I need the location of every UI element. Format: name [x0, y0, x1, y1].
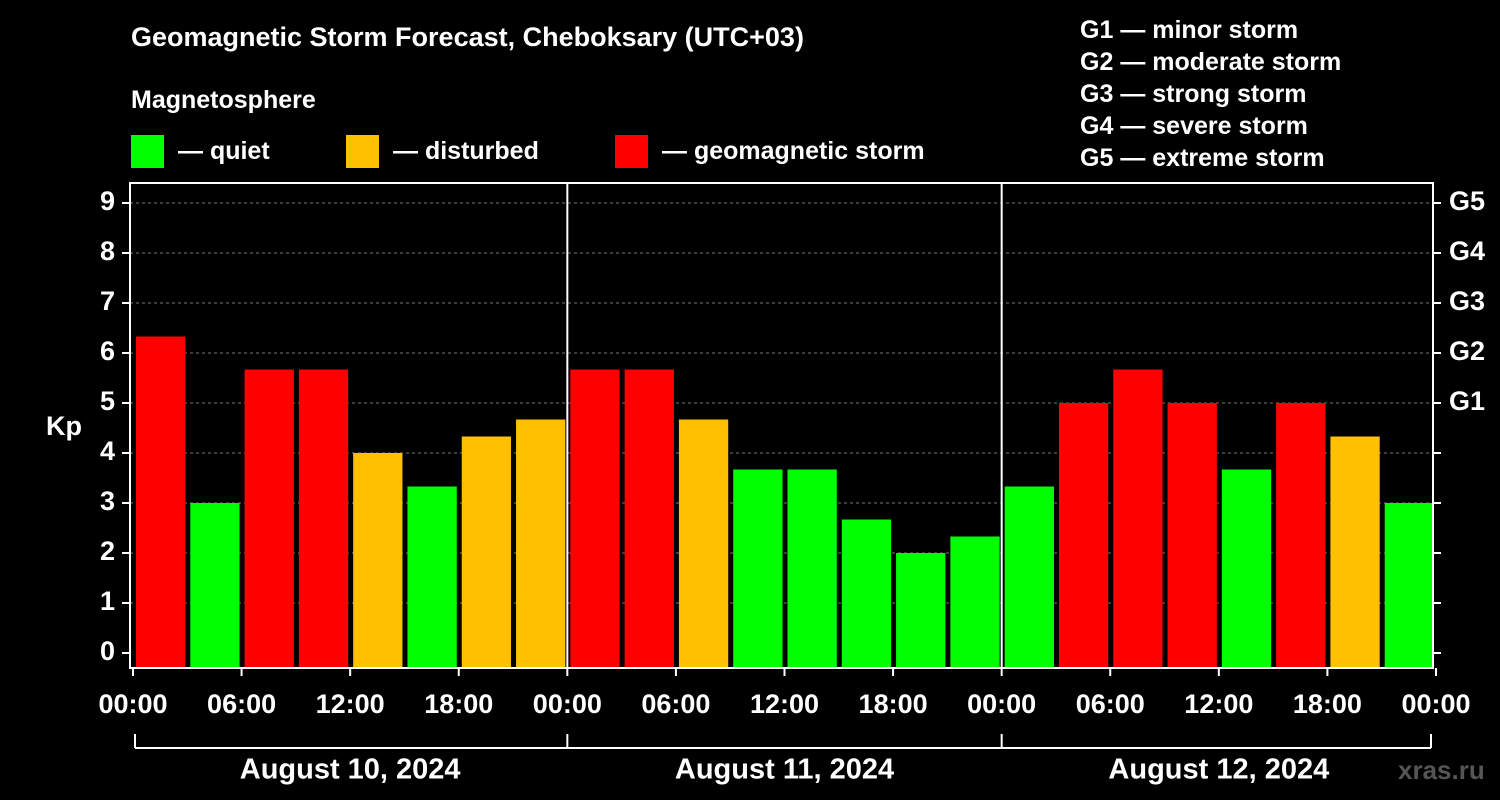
- kp-bar: [624, 369, 674, 668]
- legend-item-quiet: — quiet: [131, 134, 270, 168]
- legend-swatch-storm: [615, 134, 648, 168]
- watermark: xras.ru: [1398, 755, 1485, 785]
- g-axis-label: G5: [1449, 186, 1485, 216]
- kp-bar: [841, 519, 892, 668]
- x-tick-label: 06:00: [1076, 689, 1145, 719]
- y-tick-label: 7: [100, 286, 115, 316]
- kp-bar: [244, 369, 294, 668]
- g-scale-level: G5: [1080, 144, 1114, 172]
- x-tick-label: 06:00: [207, 689, 276, 719]
- g-scale-desc: — moderate storm: [1120, 48, 1342, 76]
- g-scale-row-g2: G2 — moderate storm: [1080, 46, 1341, 78]
- g-scale-desc: — extreme storm: [1120, 144, 1325, 172]
- kp-bar: [1058, 403, 1109, 668]
- g-axis-label: G4: [1449, 236, 1485, 266]
- g-scale-desc: — strong storm: [1120, 80, 1307, 108]
- kp-bar: [407, 486, 457, 668]
- legend-item-disturbed: — disturbed: [346, 134, 539, 168]
- chart-title: Geomagnetic Storm Forecast, Cheboksary (…: [131, 22, 804, 52]
- g-scale-row-g4: G4 — severe storm: [1080, 110, 1341, 142]
- kp-bar: [1384, 503, 1434, 668]
- y-tick-label: 1: [100, 586, 115, 616]
- legend-swatch-disturbed: [346, 134, 379, 168]
- x-tick-label: 00:00: [967, 689, 1036, 719]
- day-label: August 10, 2024: [240, 754, 461, 786]
- plot-frame: [129, 182, 1434, 669]
- day-label: August 11, 2024: [675, 754, 894, 786]
- g-scale-desc: — minor storm: [1120, 16, 1299, 44]
- y-axis-label: Kp: [46, 411, 82, 441]
- x-tick-label: 18:00: [859, 689, 928, 719]
- x-tick-label: 00:00: [533, 689, 602, 719]
- kp-bar: [516, 419, 566, 668]
- legend-label-storm: — geomagnetic storm: [662, 136, 925, 165]
- kp-bar: [1167, 403, 1217, 668]
- kp-bar: [1004, 486, 1054, 668]
- legend-swatch-quiet: [131, 134, 164, 168]
- kp-bar: [190, 503, 240, 668]
- kp-bar: [570, 369, 620, 668]
- kp-bar: [1221, 469, 1272, 668]
- g-scale-row-g3: G3 — strong storm: [1080, 78, 1341, 110]
- g-scale-row-g1: G1 — minor storm: [1080, 14, 1341, 46]
- x-tick-label: 12:00: [1184, 689, 1253, 719]
- kp-bar: [461, 436, 512, 668]
- x-tick-label: 12:00: [316, 689, 385, 719]
- g-axis-label: G3: [1449, 286, 1485, 316]
- legend-label-quiet: — quiet: [178, 136, 270, 165]
- x-tick-label: 12:00: [750, 689, 819, 719]
- kp-bar: [678, 419, 729, 668]
- g-axis-label: G2: [1449, 336, 1485, 366]
- y-tick-label: 4: [100, 436, 115, 466]
- kp-bar: [733, 469, 783, 668]
- g-scale-row-g5: G5 — extreme storm: [1080, 142, 1341, 174]
- y-tick-label: 9: [100, 186, 115, 216]
- kp-bar: [1276, 403, 1326, 668]
- x-tick-label: 06:00: [641, 689, 710, 719]
- day-label: August 12, 2024: [1108, 754, 1329, 786]
- g-scale-desc: — severe storm: [1120, 112, 1308, 140]
- kp-bar: [298, 369, 349, 668]
- legend-label-disturbed: — disturbed: [393, 136, 539, 165]
- legend-subtitle: Magnetosphere: [131, 86, 316, 114]
- y-tick-label: 6: [100, 336, 115, 366]
- g-scale-legend: G1 — minor storm G2 — moderate storm G3 …: [1080, 14, 1341, 174]
- g-scale-level: G1: [1080, 16, 1114, 44]
- kp-bar: [950, 536, 1000, 668]
- kp-bar: [1330, 436, 1380, 668]
- legend-item-storm: — geomagnetic storm: [615, 134, 925, 168]
- kp-bar: [787, 469, 837, 668]
- kp-bar: [136, 336, 186, 668]
- g-scale-level: G2: [1080, 48, 1114, 76]
- y-tick-label: 0: [100, 636, 115, 666]
- y-tick-label: 5: [100, 386, 115, 416]
- y-tick-label: 2: [100, 536, 115, 566]
- kp-bar: [1113, 369, 1163, 668]
- y-tick-label: 8: [100, 236, 115, 266]
- kp-bar: [353, 453, 403, 668]
- x-tick-label: 00:00: [1401, 689, 1470, 719]
- x-tick-label: 18:00: [424, 689, 493, 719]
- y-tick-label: 3: [100, 486, 115, 516]
- x-tick-label: 18:00: [1293, 689, 1362, 719]
- x-tick-label: 00:00: [98, 689, 167, 719]
- kp-bar: [896, 553, 946, 668]
- g-scale-level: G4: [1080, 112, 1114, 140]
- g-axis-label: G1: [1449, 386, 1485, 416]
- g-scale-level: G3: [1080, 80, 1114, 108]
